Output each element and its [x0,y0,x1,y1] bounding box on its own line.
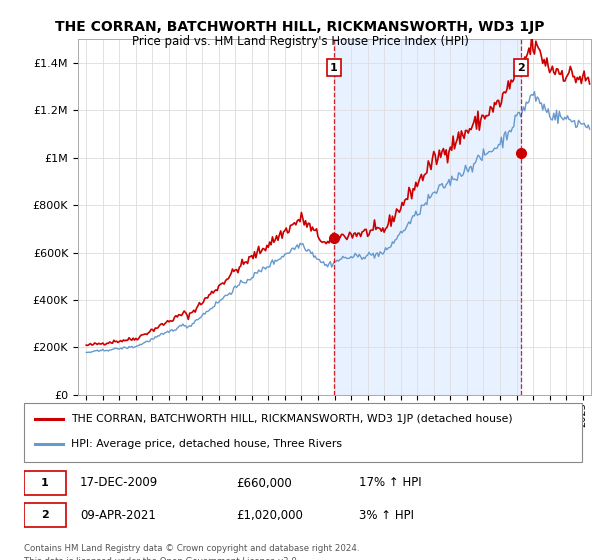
FancyBboxPatch shape [24,403,582,462]
Text: Contains HM Land Registry data © Crown copyright and database right 2024.
This d: Contains HM Land Registry data © Crown c… [24,544,359,560]
Text: £660,000: £660,000 [236,477,292,489]
Text: 2: 2 [41,510,49,520]
FancyBboxPatch shape [24,503,66,527]
Text: 2: 2 [517,63,525,73]
Text: £1,020,000: £1,020,000 [236,508,303,522]
Text: THE CORRAN, BATCHWORTH HILL, RICKMANSWORTH, WD3 1JP: THE CORRAN, BATCHWORTH HILL, RICKMANSWOR… [55,20,545,34]
Text: 09-APR-2021: 09-APR-2021 [80,508,155,522]
Text: HPI: Average price, detached house, Three Rivers: HPI: Average price, detached house, Thre… [71,440,343,449]
FancyBboxPatch shape [24,471,66,495]
Text: 17% ↑ HPI: 17% ↑ HPI [359,477,421,489]
Text: 17-DEC-2009: 17-DEC-2009 [80,477,158,489]
Text: 1: 1 [330,63,338,73]
Text: THE CORRAN, BATCHWORTH HILL, RICKMANSWORTH, WD3 1JP (detached house): THE CORRAN, BATCHWORTH HILL, RICKMANSWOR… [71,414,513,424]
Text: 3% ↑ HPI: 3% ↑ HPI [359,508,414,522]
Text: 1: 1 [41,478,49,488]
Text: Price paid vs. HM Land Registry's House Price Index (HPI): Price paid vs. HM Land Registry's House … [131,35,469,48]
